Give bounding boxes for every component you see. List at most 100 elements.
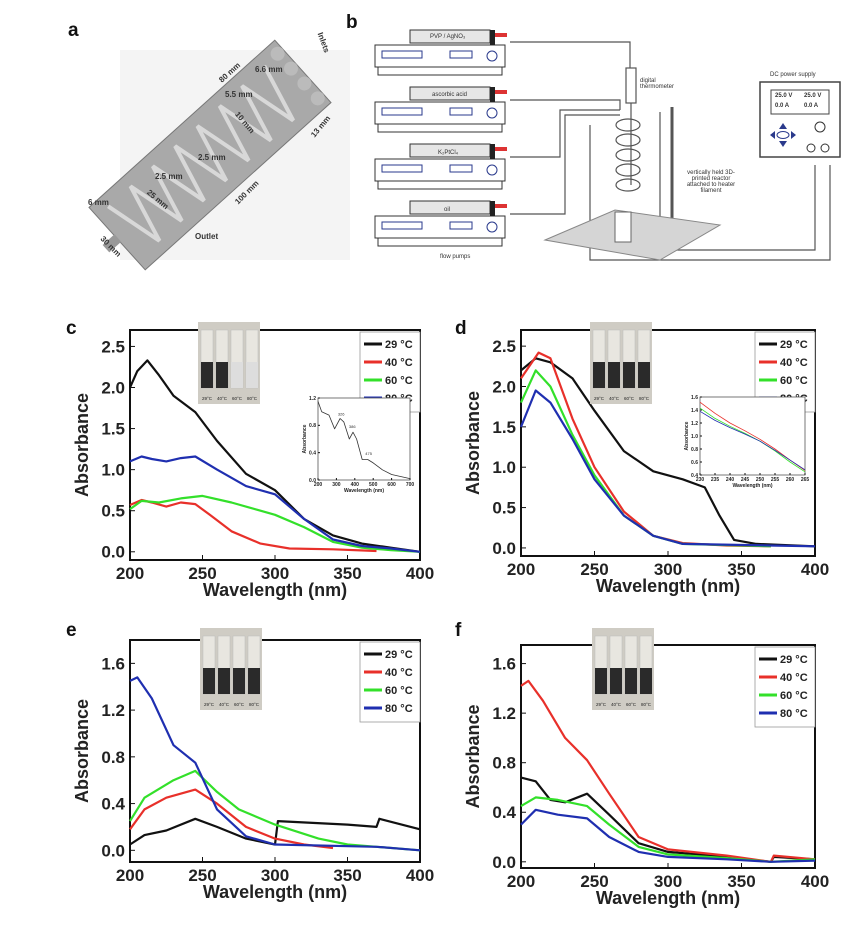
flow-pumps-label: flow pumps [440, 254, 471, 260]
legend-label: 40 °C [780, 357, 808, 369]
x-tick-label: 600 [387, 482, 396, 488]
pump-label: PVP / AgNO₃ [430, 34, 466, 40]
pump-display [381, 50, 423, 59]
y-axis-label: Absorbance [463, 704, 483, 808]
y-axis-label: Absorbance [684, 421, 690, 450]
x-tick-label: 230 [696, 477, 705, 483]
x-axis-label: Wavelength (nm) [596, 888, 740, 908]
pump-display [381, 164, 423, 173]
legend-label: 60 °C [385, 685, 413, 697]
x-tick-label: 350 [333, 564, 361, 583]
chart-c: 200 250 300 350 400 0.0 0.5 1.0 1.5 2.0 2.5 Wavelen… [72, 322, 434, 600]
x-tick-label: 300 [261, 564, 289, 583]
power-supply-label: DC power supply [770, 72, 816, 78]
legend-label: 29 °C [385, 339, 413, 351]
panel-letter-a: a [68, 20, 79, 41]
vial-label: 60°C [232, 396, 243, 401]
x-tick-label: 250 [188, 866, 216, 885]
setup-schematic [374, 29, 841, 261]
x-tick-label: 240 [726, 477, 735, 483]
y-tick-label: 0.0 [101, 543, 125, 562]
y-tick-label: 0.8 [492, 754, 516, 773]
pump-knob [486, 164, 498, 176]
y-tick-label: 0.4 [309, 450, 316, 456]
y-tick-label: 1.0 [492, 458, 516, 477]
vial-liquid [216, 362, 228, 388]
peak-label: 326 [338, 412, 345, 417]
reactor-drawing [88, 39, 350, 271]
vial-liquid [203, 668, 215, 694]
pump-knob [486, 50, 498, 62]
y-tick-label: 1.5 [492, 418, 516, 437]
y-tick-label: 0.4 [492, 803, 516, 822]
panel-letter-d: d [455, 318, 467, 339]
x-tick-label: 350 [727, 560, 755, 579]
readout: 0.0 A [804, 103, 819, 109]
vial-label: 40°C [217, 396, 228, 401]
x-tick-label: 255 [771, 477, 780, 483]
vial-label: 60°C [624, 396, 635, 401]
x-tick-label: 200 [507, 560, 535, 579]
x-tick-label: 300 [654, 560, 682, 579]
readout: 25.0 V [775, 93, 793, 99]
label-dim: 6 mm [88, 198, 109, 207]
syringe-plunger [490, 201, 495, 216]
x-tick-label: 250 [756, 477, 765, 483]
vial-liquid [233, 668, 245, 694]
vial-label: 29°C [594, 396, 605, 401]
thermometer-label: digital thermometer [640, 78, 675, 90]
x-tick-label: 200 [507, 872, 535, 891]
y-axis-label: Absorbance [463, 391, 483, 495]
y-tick-label: 0.6 [691, 460, 698, 466]
series-line [128, 359, 421, 553]
y-tick-label: 0.8 [101, 748, 125, 767]
y-tick-label: 2.0 [101, 378, 125, 397]
vial-liquid [246, 362, 258, 388]
y-tick-label: 0.4 [101, 795, 125, 814]
syringe-tip [495, 90, 507, 94]
chart-d: 200 250 300 350 400 0.0 0.5 1.0 1.5 2.0 2.5 Wavelen… [463, 322, 829, 596]
y-tick-label: 0.4 [691, 473, 698, 479]
pump-display [449, 107, 473, 116]
y-tick-label: 2.5 [492, 337, 516, 356]
reactor-label: vertically held 3D-printed reactor attac… [686, 170, 736, 194]
x-tick-label: 400 [406, 564, 434, 583]
panel-letter-b: b [346, 12, 358, 33]
x-tick-label: 350 [727, 872, 755, 891]
pump-base [377, 123, 503, 133]
x-tick-label: 260 [786, 477, 795, 483]
syringe-plunger [490, 144, 495, 159]
x-tick-label: 250 [188, 564, 216, 583]
pump-display [449, 221, 473, 230]
pump-display [449, 50, 473, 59]
series-line [520, 357, 816, 548]
vial-label: 40°C [609, 396, 620, 401]
y-tick-label: 0.5 [492, 499, 516, 518]
legend-label: 40 °C [385, 357, 413, 369]
syringe-tip [495, 204, 507, 208]
peak-label: 386 [349, 424, 356, 429]
y-tick-label: 1.0 [101, 461, 125, 480]
chart-f: 200 250 300 350 400 0.0 0.4 0.8 1.2 1.6 Wavelength… [463, 628, 829, 908]
x-tick-label: 300 [654, 872, 682, 891]
vial-liquid [201, 362, 213, 388]
y-tick-label: 0.0 [309, 478, 316, 484]
pump-display [449, 164, 473, 173]
legend-label: 40 °C [385, 667, 413, 679]
series-line [317, 401, 411, 479]
syringe-plunger [490, 30, 495, 45]
series-line [129, 494, 421, 553]
syringe-tip [495, 147, 507, 151]
y-tick-label: 1.2 [492, 704, 516, 723]
syringe-plunger [490, 87, 495, 102]
vial-label: 40°C [219, 702, 230, 707]
pump-label: K₂PtCl₄ [438, 150, 459, 156]
vial-liquid [608, 362, 620, 388]
x-tick-label: 200 [314, 482, 323, 488]
x-tick-label: 250 [580, 872, 608, 891]
vial-liquid [595, 668, 607, 694]
x-tick-label: 500 [369, 482, 378, 488]
x-tick-label: 400 [351, 482, 360, 488]
y-axis-label: Absorbance [302, 424, 308, 453]
vial-liquid [231, 362, 243, 388]
